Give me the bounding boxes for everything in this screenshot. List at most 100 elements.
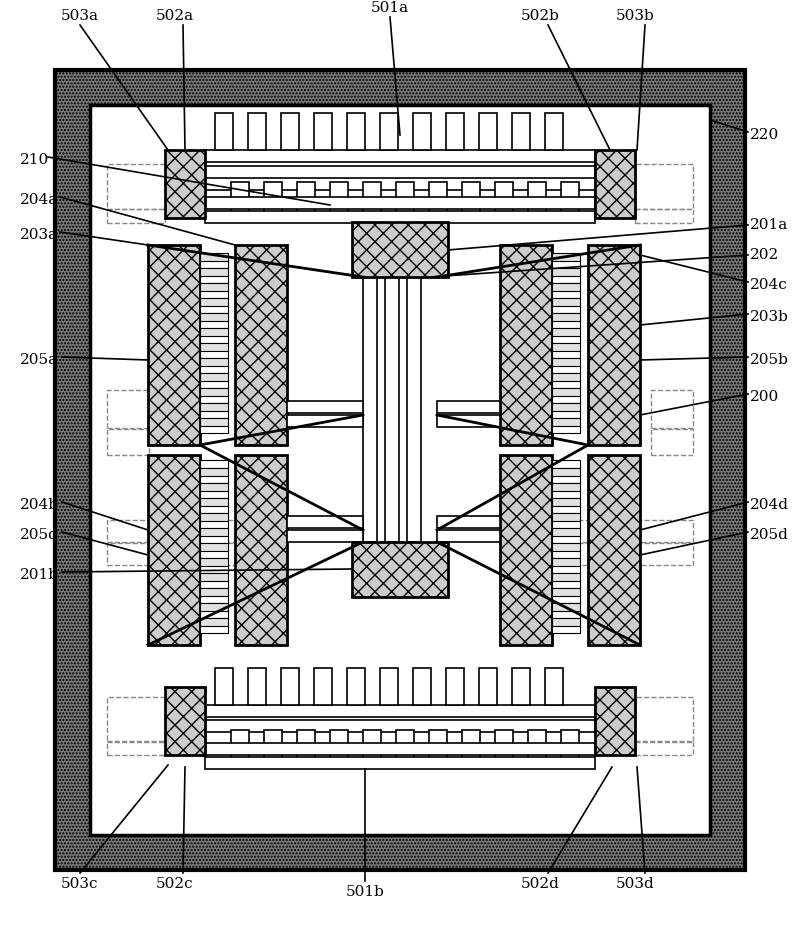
Bar bbox=[437, 401, 500, 413]
Bar bbox=[552, 573, 580, 581]
Bar bbox=[264, 730, 282, 767]
Bar bbox=[552, 320, 580, 328]
Bar bbox=[552, 618, 580, 626]
Bar bbox=[107, 390, 149, 428]
Bar bbox=[552, 520, 580, 528]
Bar bbox=[200, 290, 228, 298]
Bar bbox=[500, 455, 552, 645]
Bar bbox=[500, 245, 552, 445]
Bar bbox=[205, 161, 595, 175]
Bar bbox=[200, 373, 228, 381]
Bar bbox=[437, 415, 500, 427]
Bar bbox=[235, 245, 287, 445]
Bar bbox=[528, 730, 546, 767]
Bar bbox=[528, 182, 546, 219]
Bar bbox=[552, 350, 580, 358]
Bar bbox=[281, 668, 299, 705]
Bar bbox=[200, 403, 228, 411]
Bar bbox=[200, 350, 228, 358]
Text: 220: 220 bbox=[750, 128, 779, 142]
Bar bbox=[200, 603, 228, 611]
Bar bbox=[552, 425, 580, 433]
Bar bbox=[462, 182, 480, 219]
Bar bbox=[264, 182, 282, 219]
Bar bbox=[231, 182, 249, 219]
Bar bbox=[107, 741, 165, 755]
Bar bbox=[200, 425, 228, 433]
Bar bbox=[205, 720, 595, 732]
Text: 201b: 201b bbox=[20, 568, 59, 582]
Bar bbox=[107, 520, 262, 542]
Bar bbox=[552, 403, 580, 411]
Bar bbox=[215, 668, 233, 705]
Text: 502b: 502b bbox=[521, 9, 559, 23]
Bar bbox=[200, 543, 228, 551]
Bar bbox=[205, 705, 595, 717]
Text: 503c: 503c bbox=[62, 877, 98, 891]
Bar bbox=[552, 528, 580, 536]
Bar bbox=[396, 182, 414, 219]
Bar bbox=[200, 610, 228, 618]
Bar bbox=[429, 730, 447, 767]
Bar bbox=[107, 164, 165, 209]
Bar bbox=[200, 275, 228, 283]
Bar bbox=[200, 565, 228, 573]
Text: 501a: 501a bbox=[371, 1, 409, 15]
Text: 205c: 205c bbox=[20, 528, 58, 542]
Bar bbox=[552, 418, 580, 426]
Bar bbox=[552, 580, 580, 588]
Bar bbox=[545, 668, 563, 705]
Bar bbox=[635, 164, 693, 209]
Bar bbox=[552, 395, 580, 403]
Bar bbox=[200, 343, 228, 351]
Bar bbox=[200, 520, 228, 528]
Bar bbox=[396, 730, 414, 767]
Bar bbox=[200, 380, 228, 388]
Bar bbox=[446, 668, 464, 705]
Bar bbox=[538, 520, 693, 542]
Bar bbox=[200, 475, 228, 483]
Bar bbox=[552, 535, 580, 543]
Bar bbox=[552, 625, 580, 633]
Text: 203a: 203a bbox=[20, 228, 58, 242]
Bar bbox=[552, 388, 580, 396]
Bar bbox=[200, 328, 228, 336]
Bar bbox=[205, 166, 595, 178]
Text: 502d: 502d bbox=[521, 877, 559, 891]
Bar bbox=[595, 687, 635, 755]
Text: 205a: 205a bbox=[20, 353, 58, 367]
Bar bbox=[413, 668, 431, 705]
Bar bbox=[90, 105, 710, 835]
Bar bbox=[148, 245, 200, 445]
Bar bbox=[363, 182, 381, 219]
Bar bbox=[205, 211, 595, 223]
Bar bbox=[200, 513, 228, 521]
Bar bbox=[200, 388, 228, 396]
Text: 503d: 503d bbox=[616, 877, 654, 891]
Bar bbox=[552, 268, 580, 276]
Bar bbox=[297, 182, 315, 219]
Text: 210: 210 bbox=[20, 153, 50, 167]
Bar bbox=[200, 460, 228, 468]
Bar bbox=[552, 468, 580, 476]
Bar bbox=[248, 113, 266, 150]
Bar bbox=[363, 277, 377, 542]
Bar bbox=[552, 565, 580, 573]
Text: 503a: 503a bbox=[61, 9, 99, 23]
Bar bbox=[200, 550, 228, 558]
Bar bbox=[552, 328, 580, 336]
Bar bbox=[148, 455, 200, 645]
Bar bbox=[314, 668, 332, 705]
Bar bbox=[380, 668, 398, 705]
Bar bbox=[552, 558, 580, 566]
Text: 205d: 205d bbox=[750, 528, 789, 542]
Bar bbox=[107, 429, 149, 455]
Bar bbox=[200, 588, 228, 596]
Text: 502a: 502a bbox=[156, 9, 194, 23]
Bar bbox=[231, 730, 249, 767]
Bar bbox=[495, 182, 513, 219]
Bar bbox=[281, 113, 299, 150]
Bar bbox=[437, 516, 500, 528]
Bar bbox=[55, 70, 745, 870]
Bar bbox=[446, 113, 464, 150]
